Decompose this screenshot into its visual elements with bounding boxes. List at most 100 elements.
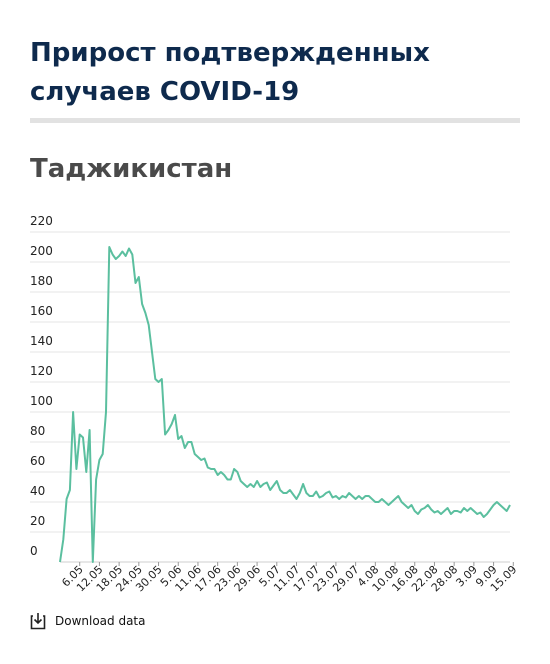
data-point (450, 513, 452, 515)
data-point (289, 489, 291, 491)
y-tick-label: 80 (30, 424, 45, 438)
data-point (364, 495, 366, 497)
data-point (204, 458, 206, 460)
y-tick-label: 120 (30, 364, 53, 378)
data-point (322, 495, 324, 497)
data-point (223, 474, 225, 476)
data-point (89, 429, 91, 431)
data-point (263, 483, 265, 485)
data-point (174, 414, 176, 416)
data-point (355, 498, 357, 500)
data-point (325, 492, 327, 494)
data-point (509, 504, 511, 506)
data-point (486, 513, 488, 515)
data-point (141, 303, 143, 305)
data-point (499, 504, 501, 506)
data-point (144, 312, 146, 314)
data-point (66, 498, 68, 500)
data-point (456, 510, 458, 512)
data-point (463, 507, 465, 509)
data-point (171, 423, 173, 425)
data-point (440, 513, 442, 515)
data-point (105, 411, 107, 413)
data-point (79, 434, 81, 436)
data-point (315, 491, 317, 493)
data-point (253, 486, 255, 488)
data-point (256, 480, 258, 482)
data-point (506, 510, 508, 512)
data-point (266, 482, 268, 484)
data-point (348, 492, 350, 494)
data-point (424, 507, 426, 509)
title-divider (30, 118, 520, 123)
data-point (374, 501, 376, 503)
data-point (230, 479, 232, 481)
data-point (496, 501, 498, 503)
data-point (460, 512, 462, 514)
data-point (394, 498, 396, 500)
data-point (158, 381, 160, 383)
y-tick-label: 160 (30, 304, 53, 318)
data-point (184, 447, 186, 449)
data-point (479, 512, 481, 514)
data-point (131, 254, 133, 256)
data-point (368, 495, 370, 497)
data-point (433, 512, 435, 514)
data-point (407, 507, 409, 509)
data-point (276, 480, 278, 482)
data-point (430, 509, 432, 511)
data-point (286, 492, 288, 494)
data-point (135, 282, 137, 284)
data-point (361, 498, 363, 500)
data-point (404, 504, 406, 506)
data-point (414, 510, 416, 512)
download-data-button[interactable]: Download data (30, 612, 146, 630)
data-point (483, 516, 485, 518)
data-point (410, 504, 412, 506)
data-point (115, 258, 117, 260)
data-point (213, 468, 215, 470)
data-point (246, 486, 248, 488)
data-point (236, 471, 238, 473)
data-point (167, 429, 169, 431)
data-point (489, 509, 491, 511)
data-point (161, 378, 163, 380)
data-point (128, 248, 130, 250)
data-point (62, 539, 64, 541)
data-point (85, 471, 87, 473)
data-point (220, 471, 222, 473)
data-point (98, 459, 100, 461)
data-point (273, 485, 275, 487)
data-point (164, 434, 166, 436)
data-point (69, 489, 71, 491)
data-point (420, 509, 422, 511)
y-axis: 0 20 40 60 80 100 120 140 160 180 200 220 (30, 214, 53, 558)
data-point (295, 498, 297, 500)
data-point (269, 489, 271, 491)
x-axis: 6.0512.0518.0524.0530.055.0611.0617.0623… (59, 561, 519, 594)
data-point (181, 435, 183, 437)
data-point (341, 495, 343, 497)
data-point (476, 513, 478, 515)
data-point (292, 494, 294, 496)
data-point (318, 497, 320, 499)
data-point (279, 489, 281, 491)
data-point (72, 411, 74, 413)
data-point (207, 467, 209, 469)
data-point (151, 351, 153, 353)
data-point (243, 483, 245, 485)
data-point (92, 561, 94, 563)
data-point (250, 483, 252, 485)
data-point (391, 501, 393, 503)
data-point (305, 492, 307, 494)
data-point (138, 276, 140, 278)
series-line (59, 246, 511, 563)
data-point (302, 483, 304, 485)
y-tick-label: 180 (30, 274, 53, 288)
y-tick-label: 60 (30, 454, 45, 468)
data-point (259, 486, 261, 488)
y-tick-label: 40 (30, 484, 45, 498)
data-point (102, 453, 104, 455)
data-point (387, 504, 389, 506)
y-tick-label: 220 (30, 214, 53, 228)
